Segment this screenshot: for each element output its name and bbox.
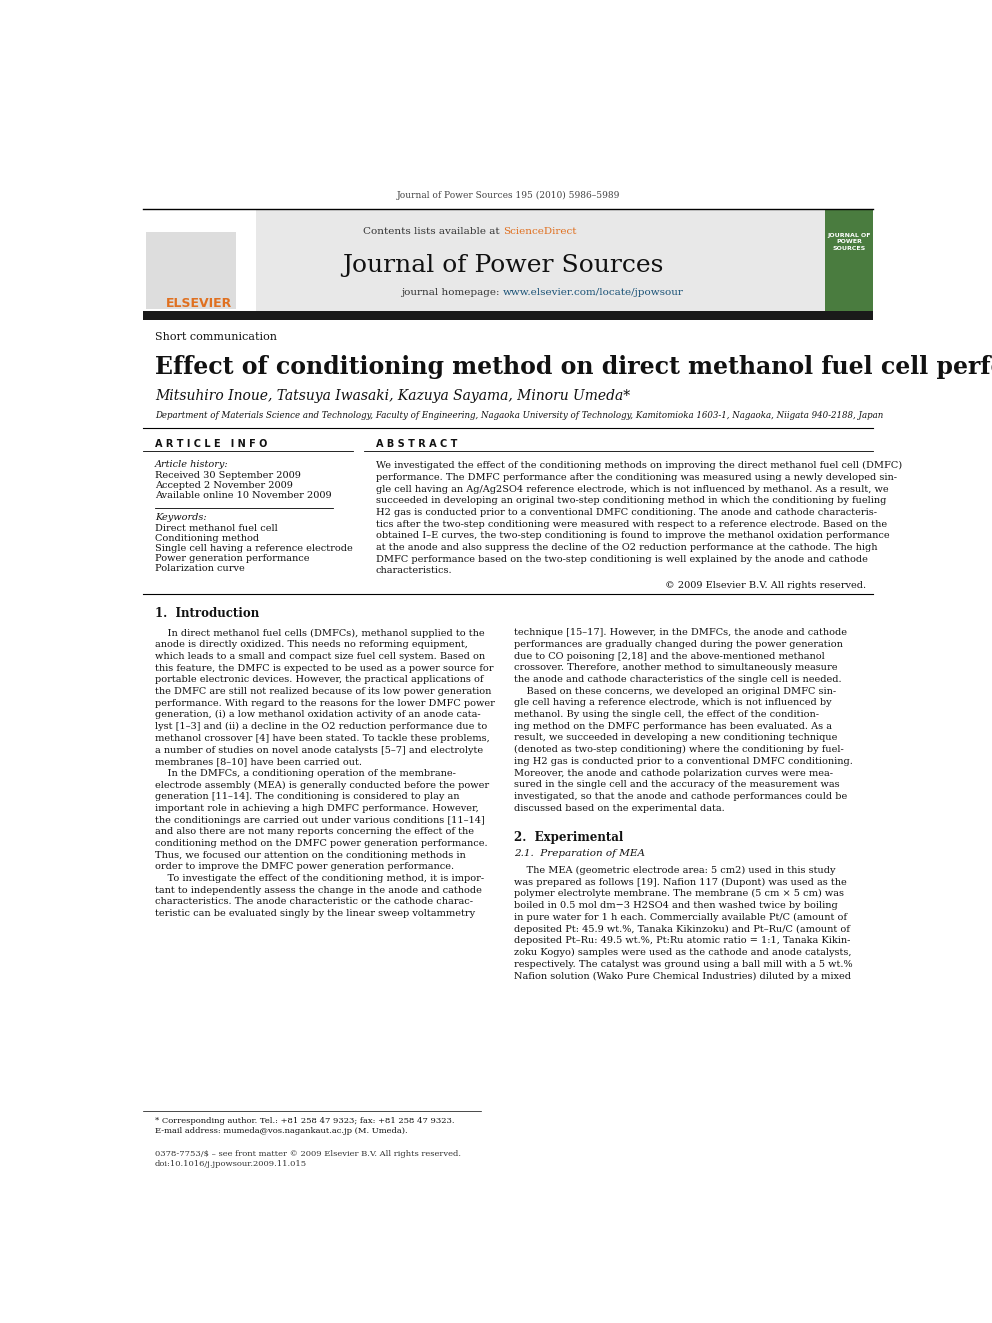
- Text: Short communication: Short communication: [155, 332, 277, 343]
- Text: Accepted 2 November 2009: Accepted 2 November 2009: [155, 480, 293, 490]
- Text: Journal of Power Sources 195 (2010) 5986–5989: Journal of Power Sources 195 (2010) 5986…: [397, 191, 620, 200]
- Text: * Corresponding author. Tel.: +81 258 47 9323; fax: +81 258 47 9323.: * Corresponding author. Tel.: +81 258 47…: [155, 1117, 454, 1126]
- Text: Conditioning method: Conditioning method: [155, 534, 259, 542]
- Text: In direct methanol fuel cells (DMFCs), methanol supplied to the
anode is directl: In direct methanol fuel cells (DMFCs), m…: [155, 628, 495, 918]
- Bar: [256, 209, 825, 311]
- Text: JOURNAL OF
POWER
SOURCES: JOURNAL OF POWER SOURCES: [827, 233, 871, 250]
- Text: 2.1.  Preparation of MEA: 2.1. Preparation of MEA: [514, 849, 645, 857]
- Bar: [146, 232, 236, 308]
- Text: Single cell having a reference electrode: Single cell having a reference electrode: [155, 544, 353, 553]
- Text: A R T I C L E   I N F O: A R T I C L E I N F O: [155, 439, 268, 448]
- Text: Mitsuhiro Inoue, Tatsuya Iwasaki, Kazuya Sayama, Minoru Umeda*: Mitsuhiro Inoue, Tatsuya Iwasaki, Kazuya…: [155, 389, 630, 404]
- Text: Direct methanol fuel cell: Direct methanol fuel cell: [155, 524, 278, 533]
- Text: Journal of Power Sources: Journal of Power Sources: [342, 254, 664, 277]
- Text: © 2009 Elsevier B.V. All rights reserved.: © 2009 Elsevier B.V. All rights reserved…: [666, 581, 866, 590]
- Text: Received 30 September 2009: Received 30 September 2009: [155, 471, 301, 480]
- Bar: [144, 209, 256, 311]
- Text: E-mail address: mumeda@vos.nagankaut.ac.jp (M. Umeda).: E-mail address: mumeda@vos.nagankaut.ac.…: [155, 1127, 408, 1135]
- Text: We investigated the effect of the conditioning methods on improving the direct m: We investigated the effect of the condit…: [376, 462, 902, 576]
- Text: 2.  Experimental: 2. Experimental: [514, 831, 623, 844]
- Text: Available online 10 November 2009: Available online 10 November 2009: [155, 491, 331, 500]
- Text: Polarization curve: Polarization curve: [155, 564, 245, 573]
- Text: Effect of conditioning method on direct methanol fuel cell performance: Effect of conditioning method on direct …: [155, 355, 992, 378]
- Bar: [825, 209, 873, 311]
- Text: ELSEVIER: ELSEVIER: [166, 298, 232, 310]
- Text: Article history:: Article history:: [155, 460, 228, 468]
- Text: A B S T R A C T: A B S T R A C T: [376, 439, 457, 448]
- Text: technique [15–17]. However, in the DMFCs, the anode and cathode
performances are: technique [15–17]. However, in the DMFCs…: [514, 628, 853, 812]
- Bar: [144, 311, 873, 320]
- Text: Contents lists available at: Contents lists available at: [363, 228, 503, 237]
- Text: www.elsevier.com/locate/jpowsour: www.elsevier.com/locate/jpowsour: [503, 288, 683, 298]
- Text: Department of Materials Science and Technology, Faculty of Engineering, Nagaoka : Department of Materials Science and Tech…: [155, 410, 883, 419]
- Text: Keywords:: Keywords:: [155, 513, 206, 523]
- Text: 1.  Introduction: 1. Introduction: [155, 606, 259, 619]
- Text: Power generation performance: Power generation performance: [155, 554, 310, 562]
- Text: journal homepage:: journal homepage:: [402, 288, 503, 298]
- Text: doi:10.1016/j.jpowsour.2009.11.015: doi:10.1016/j.jpowsour.2009.11.015: [155, 1160, 308, 1168]
- Text: 0378-7753/$ – see front matter © 2009 Elsevier B.V. All rights reserved.: 0378-7753/$ – see front matter © 2009 El…: [155, 1150, 461, 1158]
- Text: ScienceDirect: ScienceDirect: [503, 228, 576, 237]
- Text: The MEA (geometric electrode area: 5 cm2) used in this study
was prepared as fol: The MEA (geometric electrode area: 5 cm2…: [514, 865, 852, 980]
